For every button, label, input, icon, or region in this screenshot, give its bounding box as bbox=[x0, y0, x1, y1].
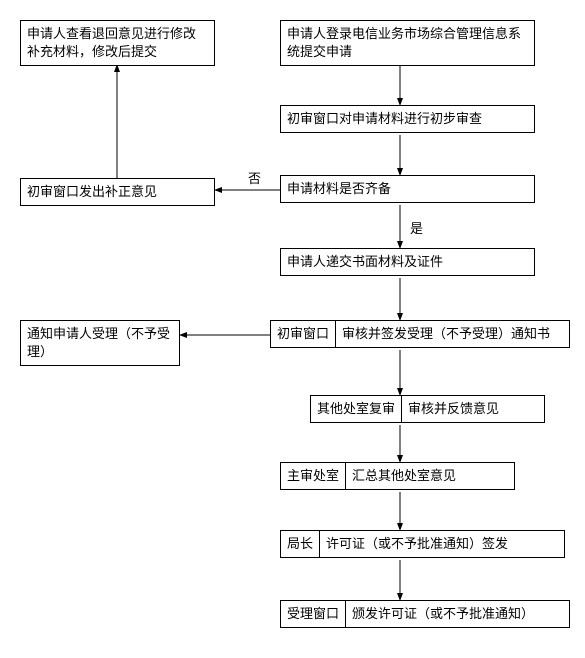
node-main-dept-left: 主审处室 bbox=[281, 463, 346, 489]
node-main-dept-right: 汇总其他处室意见 bbox=[346, 463, 514, 489]
node-acceptance-left: 受理窗口 bbox=[281, 601, 346, 627]
node-director-right: 许可证（或不予批准通知）签发 bbox=[320, 531, 564, 557]
node-other-dept-right: 审核并反馈意见 bbox=[402, 396, 544, 422]
node-review-modify: 申请人查看退回意见进行修改补充材料，修改后提交 bbox=[20, 20, 215, 66]
node-notify-applicant: 通知申请人受理（不予受理） bbox=[20, 320, 180, 366]
node-correction-opinion: 初审窗口发出补正意见 bbox=[20, 178, 215, 206]
node-director-left: 局长 bbox=[281, 531, 320, 557]
node-other-dept-left: 其他处室复审 bbox=[311, 396, 402, 422]
label-no: 否 bbox=[248, 168, 261, 187]
label-yes: 是 bbox=[410, 218, 423, 237]
node-login-submit: 申请人登录电信业务市场综合管理信息系统提交申请 bbox=[280, 20, 535, 66]
node-prelim-review: 初审窗口对申请材料进行初步审查 bbox=[280, 105, 535, 133]
node-prelim-window-right: 审核并签发受理（不予受理）通知书 bbox=[336, 321, 569, 347]
node-acceptance-window: 受理窗口 颁发许可证（或不予批准通知） bbox=[280, 600, 570, 628]
node-prelim-window-left: 初审窗口 bbox=[271, 321, 336, 347]
node-prelim-window: 初审窗口 审核并签发受理（不予受理）通知书 bbox=[270, 320, 570, 348]
node-acceptance-right: 颁发许可证（或不予批准通知） bbox=[346, 601, 569, 627]
node-materials-complete: 申请材料是否齐备 bbox=[280, 175, 535, 203]
node-submit-written: 申请人递交书面材料及证件 bbox=[280, 248, 535, 276]
node-main-dept: 主审处室 汇总其他处室意见 bbox=[280, 462, 515, 490]
node-director: 局长 许可证（或不予批准通知）签发 bbox=[280, 530, 565, 558]
node-other-dept-review: 其他处室复审 审核并反馈意见 bbox=[310, 395, 545, 423]
